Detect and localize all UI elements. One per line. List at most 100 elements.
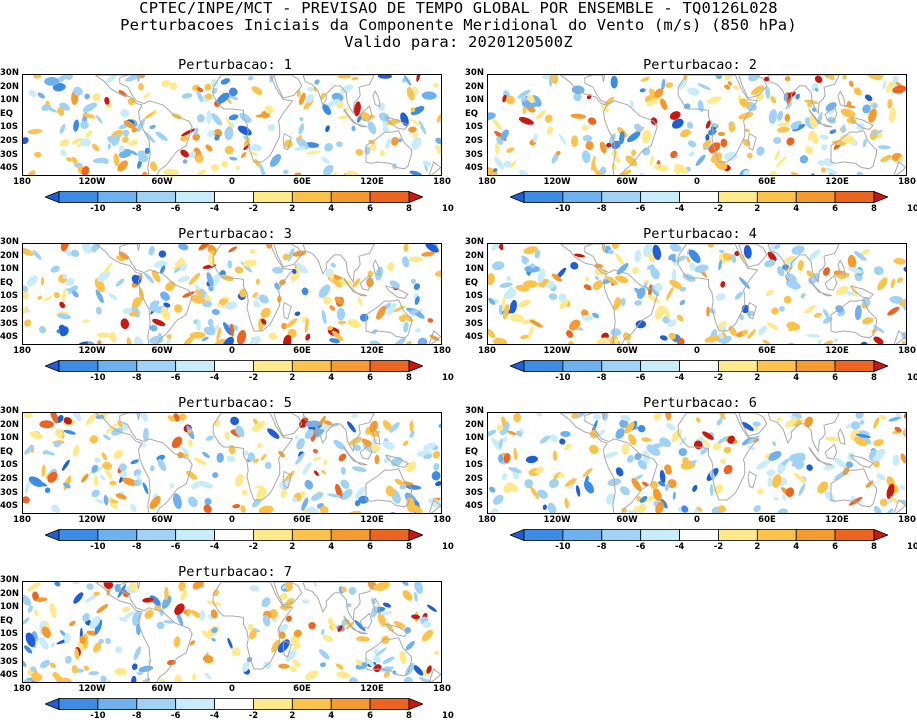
lat-label: 30N [0,575,19,585]
perturbation-blob [752,421,761,427]
perturbation-blob [423,442,436,451]
coastline [821,292,833,297]
perturbation-blob [23,679,33,682]
perturbation-blob [302,599,310,604]
lon-label: 120W [543,177,571,187]
perturbation-blob [214,134,220,141]
lat-label: 20S [465,305,483,315]
perturbation-blob [169,483,175,489]
perturbation-blob [552,450,558,462]
perturbation-blob [203,504,212,513]
perturbation-blob [105,423,118,434]
perturbation-blob [251,86,263,95]
perturbation-blob [210,164,220,172]
perturbation-blob [535,466,544,475]
colorbar-label: 10 [441,542,454,552]
perturbation-blob [282,253,290,261]
perturbation-blob [399,650,407,665]
perturbation-blob [811,173,815,175]
coastline [747,470,757,489]
wind-perturbation-map [23,582,441,682]
perturbation-blob [227,260,233,269]
perturbation-blob [488,112,496,121]
perturbation-blob [71,156,78,165]
perturbation-blob [60,149,67,157]
perturbation-blob [96,332,111,338]
perturbation-blob [800,292,806,299]
colorbar-label: -4 [209,373,220,383]
coastline [808,108,823,125]
perturbation-blob [896,277,904,283]
perturbation-blob [496,424,504,432]
perturbation-blob [248,75,254,81]
perturbation-blob [194,169,206,175]
perturbation-blob [204,498,212,506]
perturbation-blob [658,481,666,487]
perturbation-blob [494,141,500,155]
perturbation-blob [71,137,83,145]
perturbation-blob [72,413,82,422]
perturbation-blob [410,106,425,116]
perturbation-blob [188,429,192,434]
coastlines [559,244,906,344]
perturbation-blob [123,611,135,620]
coastline [372,597,381,615]
perturbation-blob [335,483,343,499]
perturbation-blob [107,143,111,150]
perturbation-blob [400,112,409,127]
perturbation-blob [32,591,39,602]
perturbation-blob [348,677,359,682]
perturbation-blob [872,459,880,468]
perturbation-blob [879,498,888,507]
perturbation-blob [507,286,514,294]
perturbation-blob [59,326,69,337]
coastline [356,292,368,297]
perturbation-blob [196,319,201,332]
perturbation-blob [615,428,625,439]
perturbation-blob [900,499,906,507]
colorbar-label: -8 [597,542,607,552]
colorbar-label: 10 [441,711,454,721]
perturbation-blob [854,305,862,321]
perturbation-blob [92,143,100,152]
lat-label: EQ [465,446,479,457]
perturbation-blob [211,308,220,316]
perturbation-blob [63,249,74,257]
perturbation-field [488,75,906,175]
perturbation-blob [23,660,27,667]
colorbar-label: -10 [555,373,571,383]
perturbation-blob [624,422,635,434]
perturbation-blob [133,646,142,661]
perturbation-blob [292,659,301,668]
perturbation-blob [887,306,900,316]
perturbation-blob [213,128,223,138]
perturbation-blob [676,314,684,322]
perturbation-blob [144,111,155,120]
lat-label: 20S [465,474,483,484]
perturbation-blob [501,436,508,442]
perturbation-blob [584,276,590,282]
colorbar-segment [330,698,371,710]
lat-label: 10S [465,122,483,133]
perturbation-blob [211,627,218,634]
perturbation-blob [359,313,369,322]
perturbation-blob [91,464,99,473]
perturbation-blob [397,138,402,143]
perturbation-blob [570,135,579,147]
lon-label: 60E [293,346,311,356]
colorbar-label: 2 [754,204,761,214]
perturbation-blob [26,275,38,287]
perturbation-blob [882,80,887,90]
perturbation-blob [192,133,201,141]
perturbation-blob [354,619,366,632]
perturbation-blob [739,277,750,289]
coastline [94,75,193,175]
perturbation-blob [202,654,214,664]
perturbation-blob [406,461,417,473]
perturbation-blob [610,328,622,337]
perturbation-blob [354,486,366,500]
perturbation-blob [527,326,534,340]
perturbation-blob [34,151,42,158]
perturbation-blob [193,127,199,135]
perturbation-blob [318,284,331,298]
